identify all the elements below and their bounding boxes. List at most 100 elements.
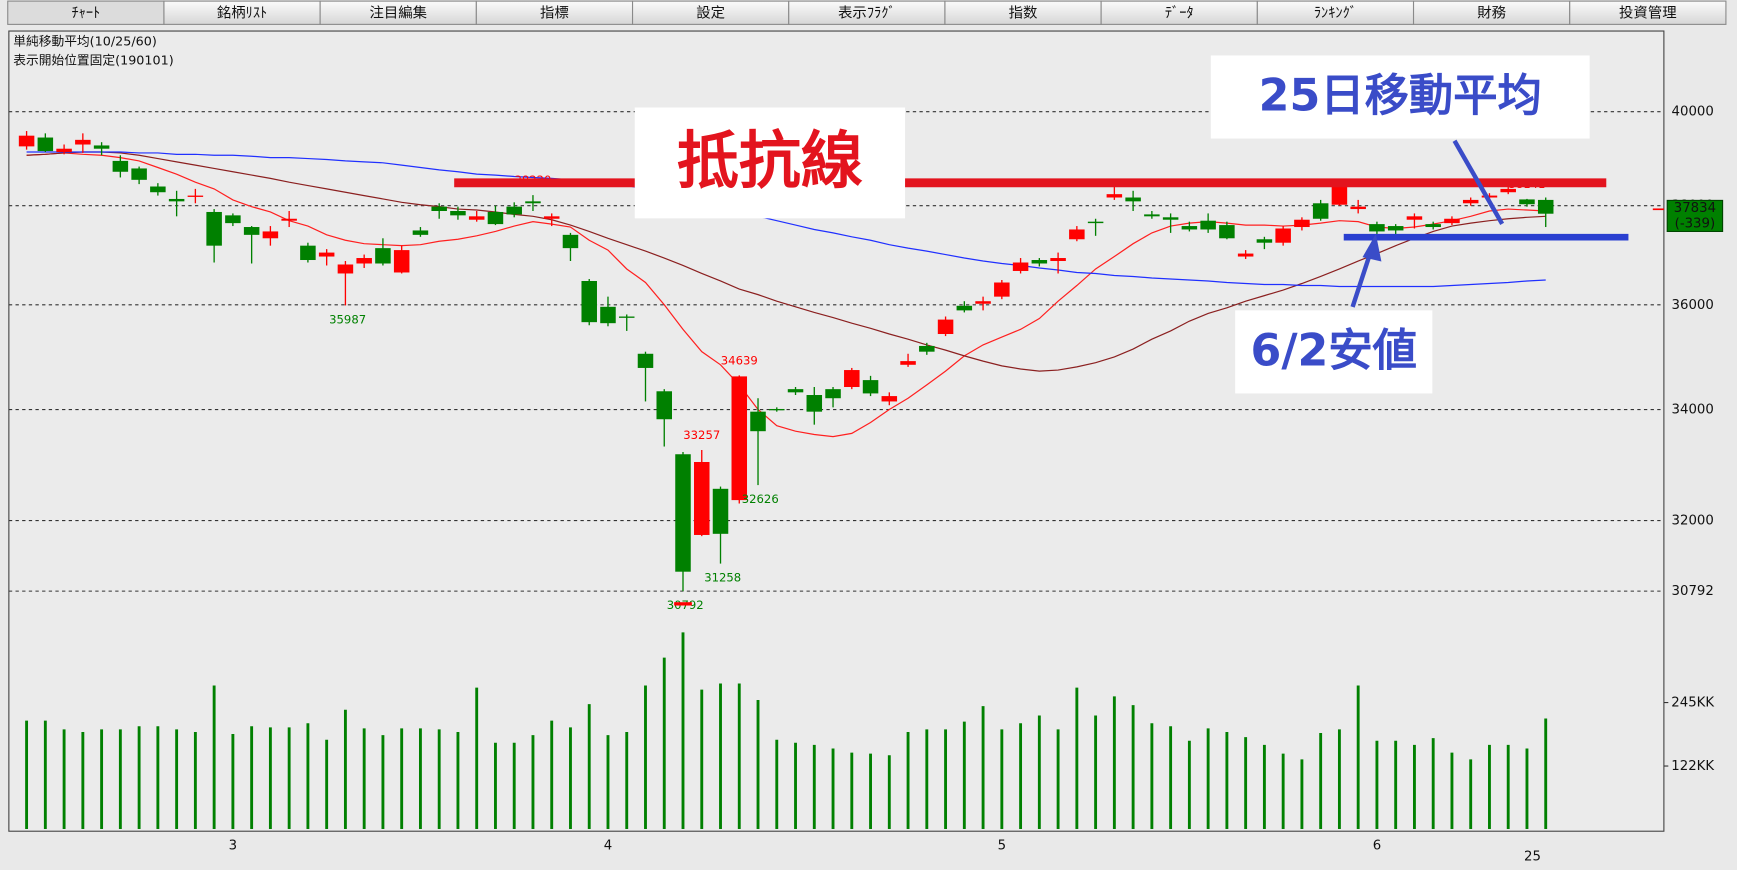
candle-body bbox=[168, 198, 185, 202]
candle-body bbox=[1200, 220, 1216, 230]
x-tick-label: 4 bbox=[604, 839, 612, 854]
menu-tab-label: 財務 bbox=[1477, 4, 1506, 21]
menu-tab-label: 設定 bbox=[696, 4, 725, 21]
candle-body bbox=[468, 216, 485, 220]
candle-body bbox=[919, 345, 935, 352]
plot: 400003800036000340003200030792245KK122KK… bbox=[8, 105, 1724, 865]
candle-body bbox=[1387, 226, 1404, 231]
annotations: 抵抗線 25日移動平均 6/2安値 bbox=[454, 55, 1629, 394]
menu-tab-label: ﾃﾞｰﾀ bbox=[1165, 4, 1194, 21]
candle-body bbox=[750, 411, 766, 432]
low-label: 32626 bbox=[742, 492, 779, 506]
candle-body bbox=[206, 211, 222, 246]
candle-body bbox=[1144, 214, 1160, 217]
end-day-label: 25 bbox=[1524, 850, 1541, 865]
candle-body bbox=[543, 216, 560, 219]
candle-body bbox=[318, 252, 335, 257]
candle-body bbox=[93, 145, 110, 149]
candle-body bbox=[975, 301, 991, 304]
candle-body bbox=[600, 306, 616, 324]
candle-body bbox=[937, 319, 954, 335]
candle-body bbox=[1012, 262, 1029, 271]
menu-bar: ﾁｬｰﾄ 銘柄ﾘｽﾄ 注目編集 指標 設定 表示ﾌﾗｸﾞ 指数 ﾃﾞｰﾀ ﾗﾝｷﾝｸﾞ 財務 投資管… bbox=[7, 0, 1727, 25]
candle-body bbox=[787, 389, 804, 393]
arrow bbox=[1350, 248, 1374, 308]
candle-body bbox=[769, 408, 785, 411]
candle-body bbox=[1050, 258, 1066, 262]
candle-body bbox=[1462, 199, 1479, 204]
candle-body bbox=[731, 376, 748, 501]
menu-tab-label: 投資管理 bbox=[1619, 4, 1677, 21]
candle-body bbox=[656, 391, 673, 420]
high-label: 33257 bbox=[683, 428, 720, 442]
candle-body bbox=[1256, 239, 1273, 243]
moving-average bbox=[26, 151, 1546, 372]
candle-body bbox=[412, 230, 429, 235]
candle-body bbox=[712, 488, 729, 534]
arrow bbox=[1452, 139, 1505, 225]
candle-body bbox=[1237, 253, 1254, 257]
candle-body bbox=[1069, 229, 1085, 240]
arrow-head bbox=[1362, 233, 1382, 262]
candle-body bbox=[900, 361, 916, 365]
candle-body bbox=[581, 280, 597, 323]
volume-tick-label: 245KK bbox=[1671, 696, 1714, 711]
candle-body bbox=[562, 234, 579, 249]
menu-tab-label: 注目編集 bbox=[369, 4, 427, 21]
candle-body bbox=[1369, 224, 1385, 232]
moving-average bbox=[26, 152, 1546, 438]
candle-body bbox=[506, 206, 522, 215]
candle-body bbox=[225, 215, 241, 224]
annotation-ma25: 25日移動平均 bbox=[1259, 71, 1542, 122]
y-tick-label: 36000 bbox=[1672, 298, 1714, 313]
annotation-resistance: 抵抗線 bbox=[677, 124, 863, 197]
candle-body bbox=[187, 195, 204, 197]
candle-body bbox=[1162, 217, 1179, 220]
y-tick-label: 32000 bbox=[1672, 514, 1714, 529]
menu-tab-label: ﾁｬｰﾄ bbox=[71, 5, 100, 21]
x-tick-label: 6 bbox=[1373, 839, 1381, 854]
candle-body bbox=[1312, 203, 1329, 219]
annotation-box bbox=[634, 107, 906, 219]
low-label: 31258 bbox=[704, 571, 741, 585]
candle-body bbox=[1350, 206, 1366, 210]
last-change: (-339) bbox=[1675, 217, 1716, 232]
candle-body bbox=[487, 211, 504, 225]
indicator-note: 単純移動平均(10/25/60) bbox=[13, 34, 157, 50]
candle-body bbox=[994, 282, 1010, 297]
position-note: 表示開始位置固定(190101) bbox=[13, 53, 173, 68]
candle-body bbox=[150, 186, 166, 193]
candle-body bbox=[131, 168, 147, 180]
candle-body bbox=[637, 353, 654, 368]
candle-body bbox=[1444, 218, 1460, 224]
annotation-box bbox=[1235, 310, 1433, 394]
candle-body bbox=[1481, 195, 1498, 198]
menu-tab-label: 表示ﾌﾗｸﾞ bbox=[838, 4, 896, 21]
candle-body bbox=[262, 231, 279, 239]
candle-body bbox=[1500, 188, 1516, 193]
candle-body bbox=[243, 227, 260, 235]
candle-body bbox=[618, 316, 635, 318]
candle-body bbox=[881, 396, 898, 402]
moving-average bbox=[26, 151, 1546, 288]
candle-body bbox=[1181, 226, 1198, 230]
candle-body bbox=[525, 201, 541, 204]
candle-body bbox=[1537, 199, 1554, 214]
candle-body bbox=[356, 258, 372, 264]
annotation-box bbox=[1210, 55, 1590, 139]
candle-body bbox=[37, 137, 54, 152]
menu-tab[interactable] bbox=[1569, 0, 1727, 25]
candle-body bbox=[112, 160, 129, 172]
y-tick-label: 40000 bbox=[1672, 105, 1714, 120]
y-tick-label: 34000 bbox=[1672, 403, 1714, 418]
high-label: 34639 bbox=[721, 353, 758, 367]
candle-body bbox=[75, 139, 91, 145]
candle-body bbox=[56, 148, 72, 152]
x-tick-label: 3 bbox=[229, 839, 237, 854]
low-marker bbox=[674, 602, 692, 606]
candle-body bbox=[337, 264, 354, 274]
candle-body bbox=[1031, 260, 1048, 264]
candle-body bbox=[393, 250, 410, 273]
candle-body bbox=[1406, 216, 1423, 220]
